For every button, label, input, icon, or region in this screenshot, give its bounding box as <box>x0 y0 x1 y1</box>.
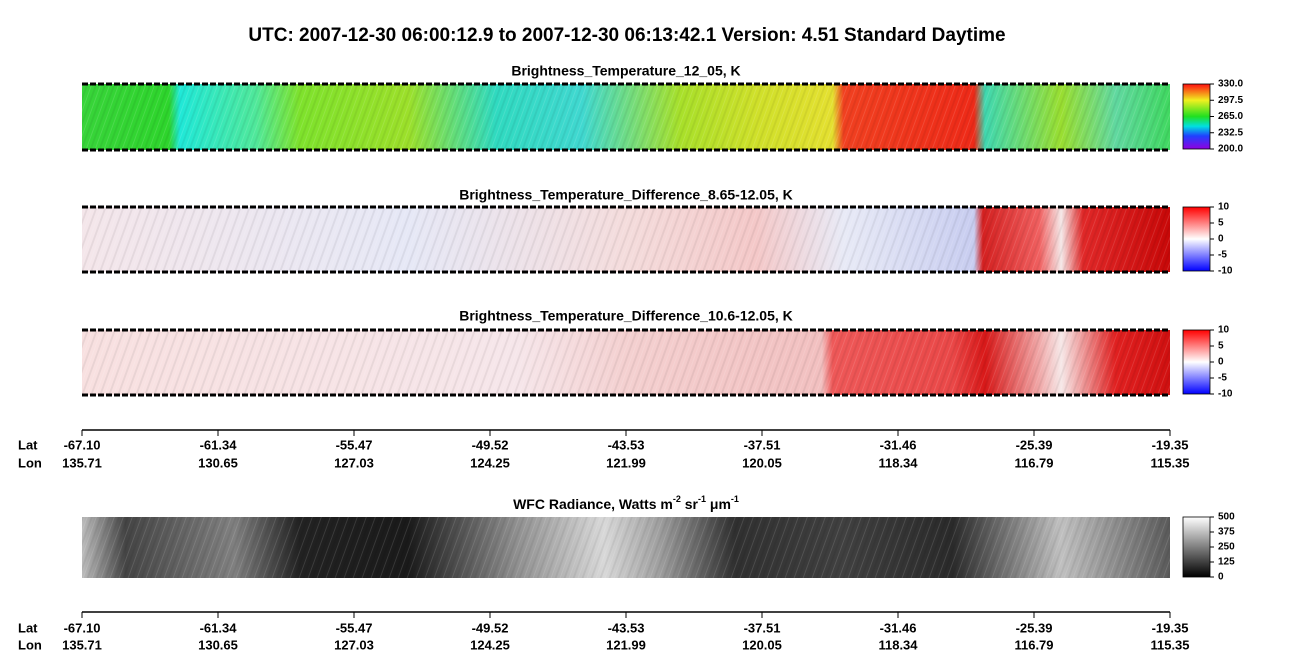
title-part: sr <box>681 496 699 512</box>
title-part: -1 <box>731 494 739 504</box>
lon-row-label: Lon <box>18 637 42 652</box>
lon-tick-label: 121.99 <box>606 637 646 652</box>
lat-tick-label: -37.51 <box>744 620 781 635</box>
lon-tick-label: 116.79 <box>1014 455 1053 470</box>
colorbar-tick-label: 250 <box>1218 542 1235 553</box>
lat-tick-label: -31.46 <box>880 437 917 452</box>
title-part: -1 <box>698 494 706 504</box>
panel-title: Brightness_Temperature_Difference_8.65-1… <box>459 187 793 203</box>
lon-tick-label: 115.35 <box>1150 637 1189 652</box>
colorbar-tick-label: 200.0 <box>1218 144 1243 155</box>
lat-tick-label: -61.34 <box>200 620 238 635</box>
lat-tick-label: -25.39 <box>1016 620 1053 635</box>
panel-title: WFC Radiance, Watts m-2 sr-1 μm-1 <box>513 494 739 511</box>
title-part: μm <box>706 496 731 512</box>
lon-tick-label: 130.65 <box>198 637 238 652</box>
colorbar <box>1182 516 1211 578</box>
colorbar-tick-label: 0 <box>1218 357 1224 368</box>
figure-title: UTC: 2007-12-30 06:00:12.9 to 2007-12-30… <box>248 25 1005 46</box>
lat-tick-label: -25.39 <box>1016 437 1053 452</box>
lon-tick-label: 127.03 <box>334 637 374 652</box>
lat-tick-label: -49.52 <box>472 437 509 452</box>
colorbar-tick-label: 500 <box>1218 512 1235 523</box>
colorbar-tick-label: 0 <box>1218 234 1224 245</box>
lon-tick-label: 124.25 <box>470 637 510 652</box>
lon-tick-label: 121.99 <box>606 455 646 470</box>
colorbar <box>1182 206 1211 272</box>
lat-tick-label: -67.10 <box>64 620 101 635</box>
colorbar-tick-label: 375 <box>1218 527 1235 538</box>
lon-tick-label: 135.71 <box>62 455 102 470</box>
lon-tick-label: 116.79 <box>1014 637 1053 652</box>
colorbar-tick-label: 232.5 <box>1218 127 1243 138</box>
lat-tick-label: -67.10 <box>64 437 101 452</box>
lon-tick-label: 118.34 <box>878 455 918 470</box>
panel-title: Brightness_Temperature_12_05, K <box>511 63 740 79</box>
lat-row-label: Lat <box>18 437 38 452</box>
colorbar-tick-label: 0 <box>1218 572 1224 583</box>
colorbar-tick-label: 5 <box>1218 218 1224 229</box>
lat-tick-label: -31.46 <box>880 620 917 635</box>
panel-title: Brightness_Temperature_Difference_10.6-1… <box>459 308 793 324</box>
lat-tick-label: -19.35 <box>1152 437 1189 452</box>
strip-texture <box>82 207 1170 272</box>
lon-tick-label: 120.05 <box>742 455 782 470</box>
colorbar-tick-label: 5 <box>1218 341 1224 352</box>
lon-tick-label: 124.25 <box>470 455 510 470</box>
lat-row-label: Lat <box>18 620 38 635</box>
colorbar-tick-label: 330.0 <box>1218 79 1243 90</box>
lat-tick-label: -55.47 <box>336 437 373 452</box>
lat-tick-label: -19.35 <box>1152 620 1189 635</box>
lat-tick-label: -61.34 <box>200 437 238 452</box>
lon-tick-label: 127.03 <box>334 455 374 470</box>
title-part: WFC Radiance, Watts m <box>513 496 673 512</box>
lat-tick-label: -37.51 <box>744 437 781 452</box>
lat-tick-label: -43.53 <box>608 437 645 452</box>
lon-row-label: Lon <box>18 455 42 470</box>
strip-texture <box>82 517 1170 578</box>
lon-tick-label: 135.71 <box>62 637 102 652</box>
colorbar-tick-label: 265.0 <box>1218 111 1243 122</box>
lat-tick-label: -49.52 <box>472 620 509 635</box>
colorbar-tick-label: 10 <box>1218 325 1230 336</box>
colorbar-tick-label: -10 <box>1218 266 1233 277</box>
lon-tick-label: 115.35 <box>1150 455 1189 470</box>
colorbar-tick-label: 125 <box>1218 557 1235 568</box>
colorbar <box>1182 83 1211 150</box>
lon-tick-label: 120.05 <box>742 637 782 652</box>
colorbar-tick-label: -10 <box>1218 389 1233 400</box>
colorbar-tick-label: 297.5 <box>1218 95 1243 106</box>
strip-texture <box>82 330 1170 395</box>
lat-tick-label: -43.53 <box>608 620 645 635</box>
strip-texture <box>82 84 1170 150</box>
colorbar-tick-label: 10 <box>1218 202 1230 213</box>
colorbar <box>1182 329 1211 395</box>
colorbar-tick-label: -5 <box>1218 250 1227 261</box>
colorbar-tick-label: -5 <box>1218 373 1227 384</box>
title-part: -2 <box>673 494 681 504</box>
lon-tick-label: 118.34 <box>878 637 918 652</box>
lon-tick-label: 130.65 <box>198 455 238 470</box>
lat-tick-label: -55.47 <box>336 620 373 635</box>
